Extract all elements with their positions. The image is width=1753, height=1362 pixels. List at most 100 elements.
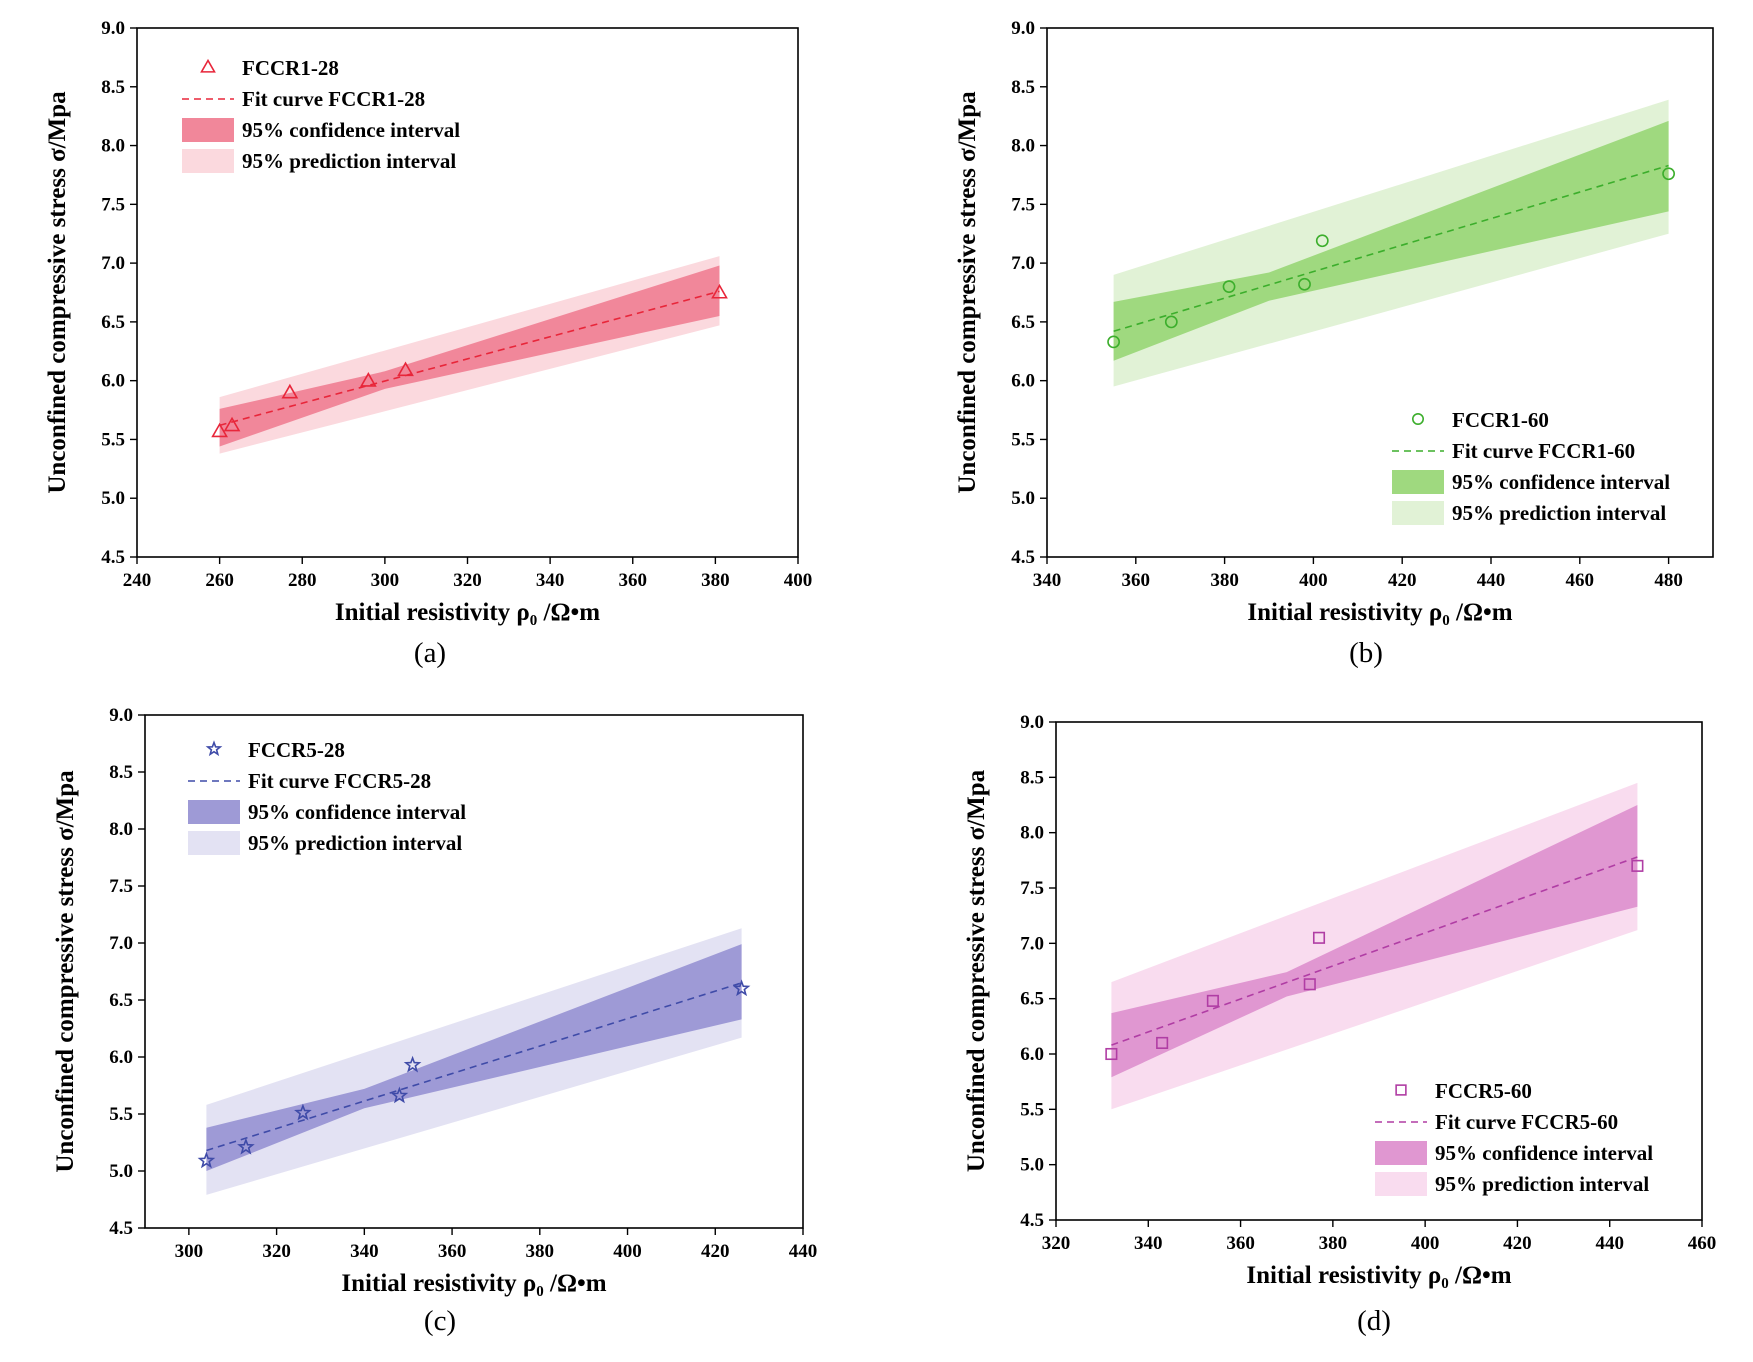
y-tick-label: 6.5 — [101, 312, 125, 333]
legend-label-prediction: 95% prediction interval — [1452, 501, 1666, 525]
x-tick-label: 320 — [262, 1241, 291, 1262]
legend-prediction-swatch — [1392, 501, 1444, 525]
data-point — [390, 1086, 409, 1104]
x-tick-label: 440 — [1595, 1233, 1624, 1254]
data-point — [1303, 978, 1316, 991]
data-point — [197, 1151, 216, 1169]
x-axis-label: Initial resistivity ρ₀ /Ω•m — [341, 1270, 606, 1297]
data-point — [732, 979, 751, 997]
y-tick-label: 8.5 — [109, 762, 133, 783]
y-tick-label: 8.0 — [1011, 136, 1035, 157]
legend-marker-icon — [200, 58, 216, 73]
fit-curve-line — [1111, 856, 1638, 1046]
data-point — [1156, 1036, 1169, 1049]
y-tick-label: 9.0 — [1020, 712, 1044, 733]
y-tick-label: 5.0 — [1020, 1155, 1044, 1176]
legend-label-prediction: 95% prediction interval — [242, 149, 456, 173]
y-tick-label: 9.0 — [101, 18, 125, 39]
y-tick-label: 8.5 — [101, 77, 125, 98]
y-tick-label: 5.5 — [1011, 429, 1035, 450]
legend-label-fit: Fit curve FCCR5-60 — [1435, 1110, 1618, 1134]
y-tick-label: 7.0 — [1011, 253, 1035, 274]
y-tick-label: 6.0 — [1020, 1044, 1044, 1065]
x-tick-label: 460 — [1688, 1233, 1717, 1254]
data-point — [1206, 994, 1219, 1007]
legend-label-confidence: 95% confidence interval — [1435, 1141, 1653, 1165]
legend-label-points: FCCR1-28 — [242, 56, 339, 80]
y-axis-label: Unconfined compressive stress σ/Mpa — [44, 91, 71, 494]
y-tick-label: 7.5 — [1011, 194, 1035, 215]
legend-confidence-swatch — [188, 800, 240, 824]
y-tick-label: 6.0 — [101, 371, 125, 392]
y-tick-label: 7.5 — [1020, 878, 1044, 899]
data-point — [294, 1103, 312, 1121]
x-tick-label: 380 — [526, 1241, 555, 1262]
x-tick-label: 240 — [123, 570, 152, 591]
legend-confidence-swatch — [182, 118, 234, 142]
data-point — [1222, 280, 1236, 294]
y-tick-label: 7.0 — [1020, 933, 1044, 954]
y-tick-label: 7.5 — [109, 876, 133, 897]
legend-marker-icon — [205, 740, 223, 757]
confidence-interval-band — [206, 944, 742, 1171]
y-tick-label: 8.5 — [1020, 767, 1044, 788]
legend-label-fit: Fit curve FCCR5-28 — [248, 769, 431, 793]
data-point — [1631, 859, 1644, 872]
data-point — [1298, 277, 1311, 291]
y-tick-label: 6.0 — [1011, 371, 1035, 392]
legend-prediction-swatch — [188, 831, 240, 855]
legend-label-fit: Fit curve FCCR1-28 — [242, 87, 425, 111]
legend: FCCR1-28 Fit curve FCCR1-28 95% confidence… — [182, 56, 460, 173]
confidence-interval-band — [1113, 120, 1669, 361]
legend-confidence-swatch — [1375, 1141, 1427, 1165]
y-tick-label: 5.0 — [101, 488, 125, 509]
legend-prediction-swatch — [1375, 1172, 1427, 1196]
y-tick-label: 4.5 — [1011, 547, 1035, 568]
x-tick-label: 360 — [1226, 1233, 1255, 1254]
y-tick-label: 8.5 — [1011, 77, 1035, 98]
x-tick-label: 340 — [1134, 1233, 1163, 1254]
panel-caption: (b) — [1349, 637, 1383, 669]
y-tick-label: 9.0 — [1011, 18, 1035, 39]
plot-frame — [1046, 27, 1714, 558]
legend: FCCR5-60 Fit curve FCCR5-60 95% confidence… — [1375, 1079, 1653, 1196]
data-point — [1105, 1047, 1118, 1061]
x-tick-label: 340 — [536, 570, 565, 591]
x-tick-label: 440 — [789, 1241, 818, 1262]
y-tick-label: 4.5 — [101, 547, 125, 568]
y-tick-label: 6.0 — [109, 1047, 133, 1068]
data-point — [1662, 167, 1675, 181]
chart-panel-4: 320 340 360 380 400 420 440 460 4.5 5.0 5.5 6.0 6.5 7… — [963, 712, 1716, 1337]
chart-panel-1: 240 260 280 300 320 340 360 380 400 4.5 5.0 5.5 6.0 6… — [44, 18, 812, 669]
y-tick-label: 8.0 — [109, 819, 133, 840]
legend-label-points: FCCR1-60 — [1452, 408, 1549, 432]
chart-panel-2: 340 360 380 400 420 440 460 480 4.5 5.0 5.5 6.0 6.5 7… — [954, 18, 1714, 669]
legend: FCCR5-28 Fit curve FCCR5-28 95% confidence… — [188, 738, 466, 855]
legend-label-points: FCCR5-28 — [248, 738, 345, 762]
data-point — [711, 283, 728, 299]
legend-marker-icon — [1395, 1084, 1407, 1096]
x-tick-label: 300 — [175, 1241, 204, 1262]
x-tick-label: 360 — [619, 570, 648, 591]
x-axis-label: Initial resistivity ρ₀ /Ω•m — [335, 599, 600, 626]
legend-confidence-swatch — [1392, 470, 1444, 494]
data-point — [1164, 315, 1178, 329]
y-tick-label: 7.0 — [101, 253, 125, 274]
x-tick-label: 400 — [1411, 1233, 1440, 1254]
data-point — [281, 383, 299, 399]
x-tick-label: 380 — [1319, 1233, 1348, 1254]
data-point — [211, 422, 229, 438]
x-tick-label: 320 — [1042, 1233, 1071, 1254]
y-tick-label: 4.5 — [1020, 1210, 1044, 1231]
chart-panel-3: 300 320 340 360 380 400 420 440 4.5 5.0 5.5 6.0 6.5 7… — [52, 705, 817, 1337]
x-tick-label: 360 — [1122, 570, 1151, 591]
legend-label-fit: Fit curve FCCR1-60 — [1452, 439, 1635, 463]
x-tick-label: 360 — [438, 1241, 467, 1262]
confidence-interval-band — [1111, 805, 1638, 1078]
legend-label-prediction: 95% prediction interval — [1435, 1172, 1649, 1196]
panel-caption: (d) — [1357, 1305, 1391, 1337]
x-axis-label: Initial resistivity ρ₀ /Ω•m — [1246, 1262, 1511, 1289]
x-tick-label: 380 — [701, 570, 730, 591]
x-tick-label: 400 — [1299, 570, 1328, 591]
data-point — [1107, 335, 1120, 349]
